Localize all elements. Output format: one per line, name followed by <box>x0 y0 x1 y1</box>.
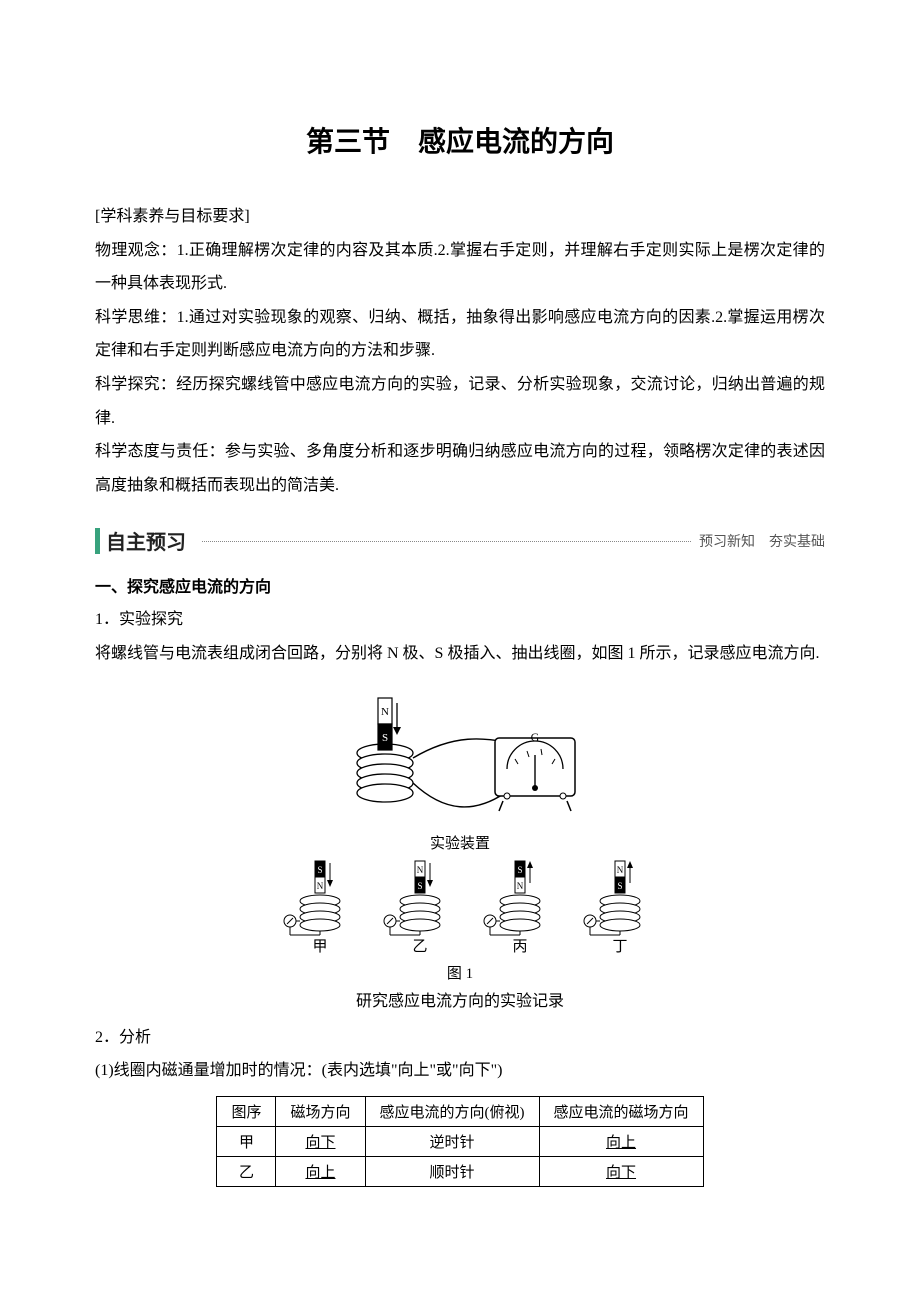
table-header-row: 图序 磁场方向 感应电流的方向(俯视) 感应电流的磁场方向 <box>217 1096 703 1126</box>
banner-label-left: 自主预习 <box>106 526 186 555</box>
label-yi: 乙 <box>412 939 427 953</box>
diagram-ding: N S <box>584 861 640 935</box>
diagram-jia: S N <box>284 861 340 935</box>
svg-text:S: S <box>417 881 422 891</box>
table-header: 图序 <box>217 1096 276 1126</box>
figure-block: N S G <box>95 683 825 1011</box>
table-cell: 乙 <box>217 1156 276 1186</box>
section-1-sub2-text: (1)线圈内磁通量增加时的情况：(表内选填"向上"或"向下") <box>95 1054 825 1088</box>
table-row: 乙 向上 顺时针 向下 <box>217 1156 703 1186</box>
svg-text:S: S <box>517 865 522 875</box>
galvanometer-icon: G <box>495 730 575 811</box>
paragraph-inquiry: 科学探究：经历探究螺线管中感应电流方向的实验，记录、分析实验现象，交流讨论，归纳… <box>95 368 825 435</box>
table-cell: 顺时针 <box>365 1156 539 1186</box>
table-cell: 甲 <box>217 1126 276 1156</box>
table-header: 感应电流的方向(俯视) <box>365 1096 539 1126</box>
section-1-sub1: 1．实验探究 <box>95 603 825 637</box>
banner-dotted-line <box>202 541 691 542</box>
svg-text:N: N <box>381 706 389 718</box>
section-1-sub1-text: 将螺线管与电流表组成闭合回路，分别将 N 极、S 极插入、抽出线圈，如图 1 所… <box>95 637 825 671</box>
figure-number: 图 1 <box>95 962 825 983</box>
apparatus-main-svg: N S G <box>315 683 605 823</box>
table-cell-answer: 向下 <box>276 1126 365 1156</box>
page: 第三节 感应电流的方向 [学科素养与目标要求] 物理观念：1.正确理解楞次定律的… <box>0 0 920 1302</box>
label-jia: 甲 <box>312 939 327 953</box>
table-row: 甲 向下 逆时针 向上 <box>217 1126 703 1156</box>
requirements-heading: [学科素养与目标要求] <box>95 200 825 234</box>
paragraph-concept: 物理观念：1.正确理解楞次定律的内容及其本质.2.掌握右手定则，并理解右手定则实… <box>95 234 825 301</box>
svg-text:N: N <box>617 865 624 875</box>
paragraph-thinking: 科学思维：1.通过对实验现象的观察、归纳、概括，抽象得出影响感应电流方向的因素.… <box>95 301 825 368</box>
figure-main-caption: 实验装置 <box>95 832 825 853</box>
table-cell-answer: 向上 <box>539 1126 703 1156</box>
svg-text:S: S <box>617 881 622 891</box>
svg-text:N: N <box>517 881 524 891</box>
record-title: 研究感应电流方向的实验记录 <box>95 987 825 1011</box>
svg-text:N: N <box>317 881 324 891</box>
svg-text:N: N <box>417 865 424 875</box>
table-cell-answer: 向下 <box>539 1156 703 1186</box>
label-bing: 丙 <box>512 939 527 953</box>
coil-icon <box>357 744 413 802</box>
diagram-bing: S N <box>484 861 540 935</box>
diagram-yi: N S <box>384 861 440 935</box>
data-table: 图序 磁场方向 感应电流的方向(俯视) 感应电流的磁场方向 甲 向下 逆时针 向… <box>216 1096 703 1187</box>
table-header: 磁场方向 <box>276 1096 365 1126</box>
label-ding: 丁 <box>612 939 627 953</box>
svg-text:S: S <box>317 865 322 875</box>
galvanometer-label: G <box>531 730 540 744</box>
sub-diagrams-svg: S N N S <box>260 853 660 953</box>
section-1-sub2: 2．分析 <box>95 1021 825 1055</box>
table-cell-answer: 向上 <box>276 1156 365 1186</box>
table-cell: 逆时针 <box>365 1126 539 1156</box>
banner-label-right: 预习新知 夯实基础 <box>699 531 825 551</box>
svg-text:S: S <box>382 732 388 744</box>
section-banner: 自主预习 预习新知 夯实基础 <box>95 526 825 555</box>
banner-accent-bar <box>95 528 100 554</box>
table-header: 感应电流的磁场方向 <box>539 1096 703 1126</box>
paragraph-attitude: 科学态度与责任：参与实验、多角度分析和逐步明确归纳感应电流方向的过程，领略楞次定… <box>95 435 825 502</box>
wire-icon <box>413 783 505 807</box>
bar-magnet-icon: N S <box>378 698 401 750</box>
section-1-heading: 一、探究感应电流的方向 <box>95 573 825 597</box>
page-title: 第三节 感应电流的方向 <box>95 120 825 160</box>
